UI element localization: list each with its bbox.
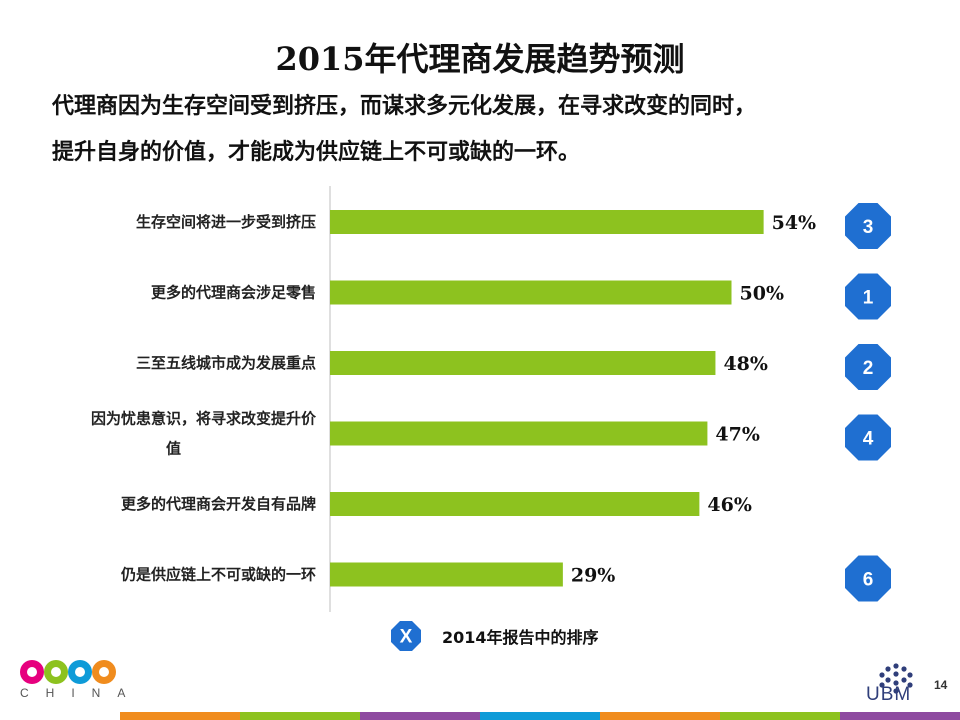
legend-rank-marker: X bbox=[390, 620, 422, 652]
octagon-icon bbox=[845, 555, 891, 602]
footer-color-stripe bbox=[120, 712, 960, 720]
category-label-6: 仍是供应链上不可或缺的一环 bbox=[120, 566, 316, 584]
bar-chart: 生存空间将进一步受到挤压更多的代理商会涉足零售三至五线城市成为发展重点因为忧患意… bbox=[91, 186, 891, 612]
octagon-icon bbox=[845, 203, 891, 249]
footer-stripe-segment-7 bbox=[840, 712, 960, 720]
footer-stripe-segment-1 bbox=[120, 712, 240, 720]
rank-marker-1: 3 bbox=[845, 203, 891, 249]
footer-stripe-segment-4 bbox=[480, 712, 600, 720]
category-label-4-line-2: 值 bbox=[166, 440, 181, 458]
rank-marker-label-6: 6 bbox=[863, 570, 874, 591]
rank-marker-label-2: 1 bbox=[863, 288, 874, 309]
bar-1 bbox=[330, 210, 764, 234]
value-label-5: 46% bbox=[707, 494, 752, 516]
ubm-logo-text: UBM bbox=[866, 684, 912, 705]
footer-stripe-segment-6 bbox=[720, 712, 840, 720]
rank-marker-4: 4 bbox=[845, 414, 891, 461]
category-label-4-line-1: 因为忧患意识，将寻求改变提升价 bbox=[91, 410, 317, 428]
rank-marker-2: 1 bbox=[845, 273, 891, 320]
cbme-logo-caption: CHINA bbox=[20, 686, 143, 700]
cbme-logo bbox=[20, 660, 116, 684]
category-label-3: 三至五线城市成为发展重点 bbox=[136, 354, 316, 372]
value-label-2: 50% bbox=[740, 283, 785, 305]
category-label-1: 生存空间将进一步受到挤压 bbox=[136, 213, 316, 231]
value-labels-group: 54% 50% 48% 47% 46% 29% bbox=[571, 212, 816, 587]
slide-title: 2015年代理商发展趋势预测 bbox=[275, 40, 685, 78]
rank-marker-label-4: 4 bbox=[863, 429, 874, 450]
category-labels-group: 生存空间将进一步受到挤压更多的代理商会涉足零售三至五线城市成为发展重点因为忧患意… bbox=[91, 213, 317, 584]
value-label-1: 54% bbox=[772, 212, 817, 234]
bar-6 bbox=[330, 562, 563, 587]
subtitle-line-1: 代理商因为生存空间受到挤压，而谋求多元化发展，在寻求改变的同时， bbox=[52, 94, 757, 119]
octagon-icon bbox=[845, 344, 891, 390]
page-number: 14 bbox=[934, 678, 948, 692]
chart-legend: X 2014年报告中的排序 bbox=[390, 620, 599, 652]
bar-5 bbox=[330, 492, 700, 516]
legend-text: 2014年报告中的排序 bbox=[442, 628, 599, 647]
footer-stripe-segment-3 bbox=[360, 712, 480, 720]
footer-stripe-segment-2 bbox=[240, 712, 360, 720]
slide-subtitle: 代理商因为生存空间受到挤压，而谋求多元化发展，在寻求改变的同时， 提升自身的价值… bbox=[52, 84, 932, 176]
footer-stripe-segment-5 bbox=[600, 712, 720, 720]
rank-marker-3: 2 bbox=[845, 344, 891, 390]
value-label-6: 29% bbox=[571, 565, 616, 587]
rank-marker-label-3: 2 bbox=[863, 358, 874, 379]
rank-marker-label-1: 3 bbox=[863, 217, 874, 238]
category-label-5: 更多的代理商会开发自有品牌 bbox=[121, 495, 316, 513]
octagon-icon: X bbox=[391, 621, 421, 651]
octagon-icon bbox=[845, 273, 891, 320]
bar-3 bbox=[330, 351, 716, 375]
value-label-3: 48% bbox=[723, 353, 768, 375]
subtitle-line-2: 提升自身的价值，才能成为供应链上不可或缺的一环。 bbox=[52, 140, 581, 165]
bar-4 bbox=[330, 421, 708, 446]
legend-marker-label: X bbox=[400, 627, 413, 648]
ubm-logo-mark bbox=[879, 663, 913, 694]
rank-marker-6: 6 bbox=[845, 555, 891, 602]
value-label-4: 47% bbox=[715, 424, 760, 446]
rank-markers-group: 3 1 2 4 6 bbox=[845, 203, 891, 602]
bars-group bbox=[330, 210, 764, 587]
octagon-icon bbox=[845, 414, 891, 461]
bar-2 bbox=[330, 280, 732, 305]
category-label-2: 更多的代理商会涉足零售 bbox=[151, 284, 316, 302]
